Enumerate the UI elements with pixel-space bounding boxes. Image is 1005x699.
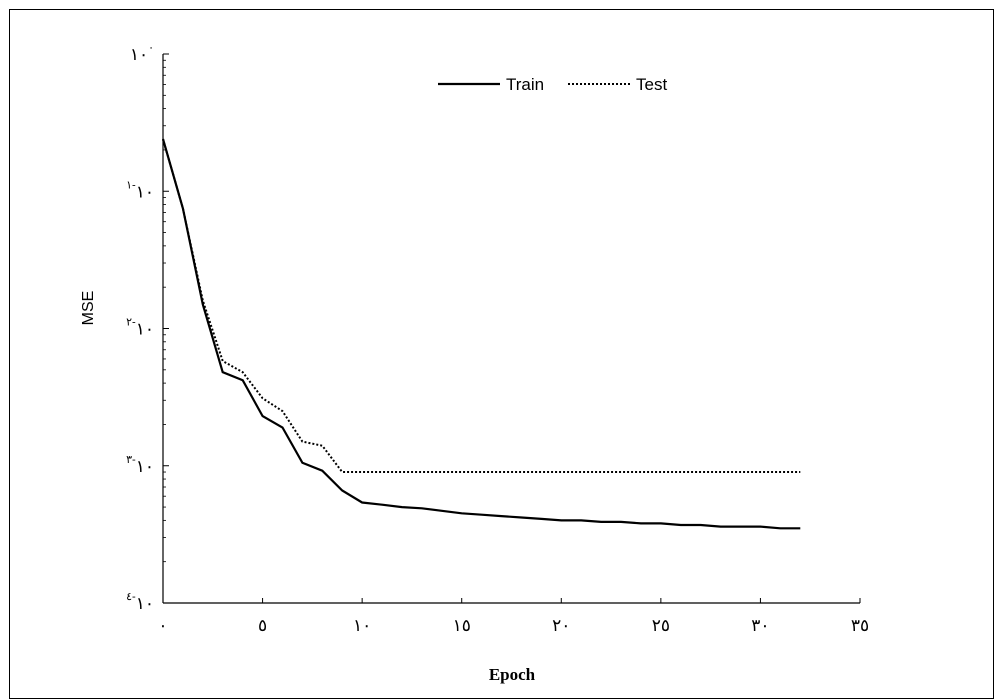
y-tick-label: ١٠-٢: [126, 316, 154, 340]
y-tick-label: ١٠-٤: [126, 590, 154, 614]
x-tick-label: ٢٥: [652, 616, 670, 636]
x-tick-label: ٠: [158, 616, 167, 636]
series-line-test: [162, 138, 801, 473]
figure-frame: [9, 9, 994, 699]
x-tick-label: ٥: [258, 616, 267, 636]
y-tick-label: ١٠-٣: [126, 453, 154, 477]
y-tick-label: ١٠٠: [130, 41, 154, 65]
series-layer: [161, 138, 801, 530]
legend: Train Test: [438, 75, 667, 94]
y-axis-label: MSE: [80, 291, 97, 326]
series-line-train: [161, 138, 801, 530]
x-tick-label: ١٥: [453, 616, 471, 636]
x-tick-label: ٣٠: [751, 616, 769, 636]
legend-label-train: Train: [506, 75, 544, 94]
axes: ٠ ٥ ١٠ ١٥ ٢٠ ٢٥ ٣٠ ٣٥ ١٠٠ ١٠-١ ١٠-٢ ١٠-٣ ١٠-٤: [126, 41, 869, 636]
x-tick-label: ٢٠: [552, 616, 570, 636]
x-axis-label: Epoch: [489, 665, 536, 684]
legend-label-test: Test: [636, 75, 667, 94]
x-tick-label: ١٠: [353, 616, 371, 636]
y-tick-label: ١٠-١: [126, 178, 154, 202]
x-tick-label: ٣٥: [851, 616, 869, 636]
